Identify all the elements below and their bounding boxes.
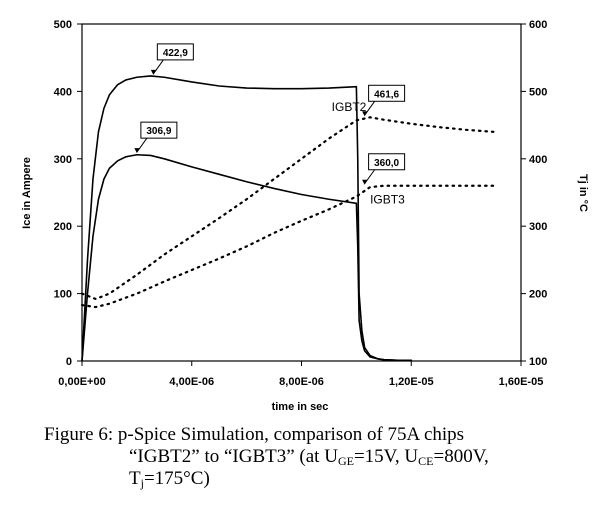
plot-frame <box>81 23 522 362</box>
left-axis-title: Ice in Ampere <box>21 157 33 229</box>
left-tick-label: 300 <box>54 154 72 166</box>
annotation-label: 461,6 <box>374 89 399 100</box>
chart: 0 100 200 300 400 500 100 200 300 400 500 600 0,00… <box>21 19 589 413</box>
annotation-box <box>368 153 406 171</box>
annotation-arrowhead <box>362 111 368 117</box>
caption-line-2: “IGBT2” to “IGBT3” (at UGE=15V, UCE=800V… <box>44 446 596 468</box>
annotation-leader <box>152 59 164 75</box>
series-name-label: IGBT3 <box>370 192 405 206</box>
caption-line-2-text-a: “IGBT2” to “IGBT3” (at U <box>129 446 338 467</box>
x-axis-ticks: 0,00E+00 4,00E-06 8,00E-06 1,20E-05 1,60E-05 <box>58 361 543 388</box>
annotation-box <box>140 121 178 139</box>
right-tick-label: 500 <box>529 86 547 98</box>
annotation-arrowhead <box>150 69 156 75</box>
x-tick-label: 0,00E+00 <box>58 376 105 388</box>
right-axis-title: Tj in °C <box>577 174 589 212</box>
caption-subscript-ge: GE <box>337 454 354 468</box>
right-tick-label: 300 <box>529 221 547 233</box>
left-tick-label: 0 <box>66 356 72 368</box>
caption-subscript-ce: CE <box>418 454 434 468</box>
annotation-leader <box>136 137 148 153</box>
series-layer <box>80 75 495 362</box>
series-name-label: IGBT2 <box>332 100 367 114</box>
left-tick-label: 400 <box>54 86 72 98</box>
right-tick-label: 600 <box>529 19 547 31</box>
right-tick-label: 200 <box>529 289 547 301</box>
x-tick-label: 1,60E-05 <box>499 376 544 388</box>
annotation-label: 306,9 <box>146 126 171 137</box>
annotation-label: 360,0 <box>374 158 399 169</box>
caption-line-2-text-c: =800V, <box>433 446 489 467</box>
annotation-arrowhead <box>362 179 368 185</box>
series-line-2 <box>81 153 413 362</box>
series-line-3 <box>80 116 495 301</box>
caption-line-3: Tj=175°C) <box>44 468 596 490</box>
plot-border <box>81 23 522 362</box>
caption-line-1: Figure 6: p-Spice Simulation, comparison… <box>44 424 465 445</box>
right-tick-label: 100 <box>529 356 547 368</box>
annotation-arrowhead <box>134 148 140 154</box>
series-line-4 <box>80 184 495 309</box>
x-tick-label: 8,00E-06 <box>279 376 324 388</box>
x-tick-label: 4,00E-06 <box>169 376 214 388</box>
x-axis-title: time in sec <box>272 401 329 413</box>
caption-line-3-text-b: =175°C) <box>143 468 210 489</box>
annotation-box <box>156 43 194 61</box>
caption-line-2-text-b: =15V, U <box>353 446 419 467</box>
caption-line-3-text-a: T <box>129 468 141 489</box>
left-tick-label: 200 <box>54 221 72 233</box>
annotation-label: 422,9 <box>163 48 188 59</box>
right-axis-ticks: 100 200 300 400 500 600 <box>521 19 547 368</box>
right-tick-label: 400 <box>529 154 547 166</box>
left-axis-ticks: 0 100 200 300 400 500 <box>54 19 82 368</box>
annotation-box <box>368 84 406 102</box>
series-line-1 <box>81 75 413 362</box>
series-label-layer: IGBT2 IGBT3 <box>332 100 405 206</box>
left-tick-label: 100 <box>54 289 72 301</box>
caption-subscript-j: j <box>140 476 144 490</box>
left-tick-label: 500 <box>54 19 72 31</box>
annotation-layer: 422,9 306,9 461,6 360,0 <box>134 43 406 185</box>
figure-caption: Figure 6: p-Spice Simulation, comparison… <box>44 424 596 490</box>
x-tick-label: 1,20E-05 <box>389 376 434 388</box>
